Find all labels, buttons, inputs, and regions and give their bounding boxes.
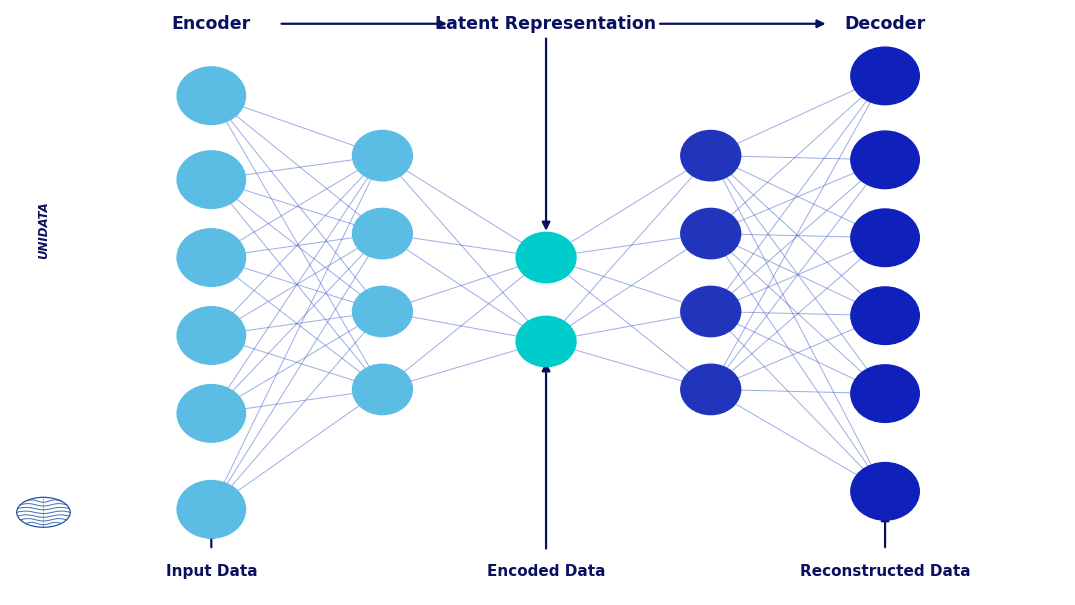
- Ellipse shape: [680, 131, 741, 181]
- Ellipse shape: [850, 287, 919, 344]
- Ellipse shape: [680, 286, 741, 336]
- Ellipse shape: [177, 67, 245, 125]
- Text: Input Data: Input Data: [166, 563, 257, 578]
- Ellipse shape: [353, 131, 413, 181]
- Ellipse shape: [850, 463, 919, 520]
- Ellipse shape: [353, 364, 413, 414]
- Ellipse shape: [516, 232, 576, 283]
- Ellipse shape: [680, 208, 741, 259]
- Text: UNIDATA: UNIDATA: [37, 201, 49, 260]
- Ellipse shape: [850, 47, 919, 105]
- Text: Decoder: Decoder: [845, 15, 926, 33]
- Ellipse shape: [680, 364, 741, 414]
- Ellipse shape: [177, 229, 245, 286]
- Ellipse shape: [177, 385, 245, 442]
- Ellipse shape: [850, 131, 919, 189]
- Ellipse shape: [850, 209, 919, 267]
- Ellipse shape: [177, 307, 245, 364]
- Ellipse shape: [177, 151, 245, 208]
- Text: Encoded Data: Encoded Data: [487, 563, 605, 578]
- Ellipse shape: [177, 480, 245, 538]
- Text: Latent Representation: Latent Representation: [435, 15, 657, 33]
- Text: Encoder: Encoder: [172, 15, 250, 33]
- Ellipse shape: [353, 208, 413, 259]
- Ellipse shape: [850, 365, 919, 422]
- Text: Reconstructed Data: Reconstructed Data: [800, 563, 971, 578]
- Ellipse shape: [516, 316, 576, 367]
- Ellipse shape: [353, 286, 413, 336]
